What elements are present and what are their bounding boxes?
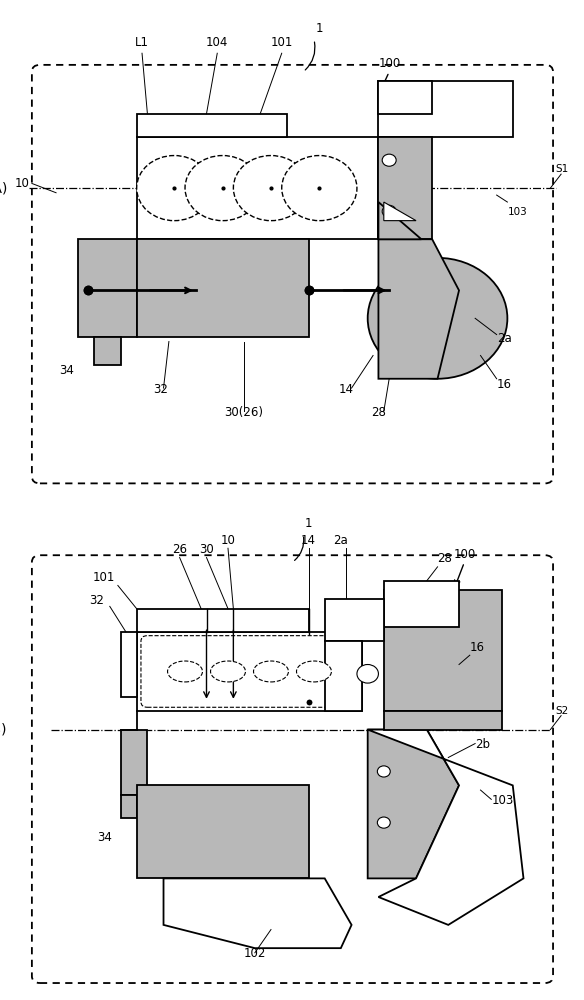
Ellipse shape — [253, 661, 288, 682]
Text: S2: S2 — [556, 706, 569, 716]
Bar — [137, 239, 308, 337]
Text: 10: 10 — [15, 177, 29, 190]
Polygon shape — [368, 730, 523, 925]
Bar — [137, 114, 287, 137]
Text: 100: 100 — [454, 548, 476, 561]
Circle shape — [382, 154, 396, 166]
Circle shape — [382, 205, 396, 217]
Ellipse shape — [168, 661, 203, 682]
Text: 28: 28 — [371, 406, 386, 419]
Text: 2a: 2a — [496, 332, 512, 345]
Text: 2a: 2a — [333, 534, 348, 547]
Bar — [325, 599, 384, 641]
Circle shape — [234, 156, 308, 221]
Text: (A): (A) — [0, 181, 8, 195]
Text: 34: 34 — [97, 831, 112, 844]
Bar — [384, 581, 459, 627]
Text: 26: 26 — [172, 543, 187, 556]
Bar — [325, 641, 362, 711]
Text: 14: 14 — [339, 383, 354, 396]
Bar — [384, 590, 502, 711]
Text: 102: 102 — [244, 947, 266, 960]
Text: 16: 16 — [470, 641, 485, 654]
Polygon shape — [384, 202, 416, 221]
Bar — [93, 337, 120, 365]
Polygon shape — [384, 711, 502, 730]
Text: 10: 10 — [221, 534, 235, 547]
Circle shape — [185, 156, 260, 221]
Text: L1: L1 — [135, 36, 149, 49]
Polygon shape — [164, 878, 352, 948]
Text: (B): (B) — [0, 723, 8, 737]
Circle shape — [137, 156, 212, 221]
Text: 16: 16 — [496, 378, 512, 391]
Bar — [137, 632, 362, 711]
Text: 103: 103 — [507, 207, 527, 217]
Circle shape — [377, 766, 390, 777]
Ellipse shape — [210, 661, 245, 682]
Text: 1: 1 — [315, 22, 323, 35]
Text: 101: 101 — [93, 571, 115, 584]
Text: 103: 103 — [491, 794, 513, 807]
Circle shape — [368, 258, 507, 379]
Polygon shape — [378, 202, 422, 239]
Bar — [120, 730, 147, 795]
Text: 34: 34 — [60, 364, 74, 377]
Circle shape — [281, 156, 357, 221]
Text: 1: 1 — [305, 517, 312, 530]
Text: 100: 100 — [378, 57, 401, 70]
Bar — [137, 785, 308, 878]
Text: 28: 28 — [437, 552, 453, 565]
Text: 30(26): 30(26) — [225, 406, 263, 419]
Text: 2b: 2b — [475, 738, 490, 751]
Bar — [120, 632, 137, 697]
Polygon shape — [368, 730, 459, 878]
Text: 32: 32 — [153, 383, 168, 396]
Ellipse shape — [297, 661, 331, 682]
Bar — [137, 137, 378, 239]
Circle shape — [377, 817, 390, 828]
Bar — [137, 609, 308, 632]
Text: S1: S1 — [556, 164, 569, 174]
Bar — [378, 81, 513, 137]
Bar — [78, 239, 137, 337]
FancyBboxPatch shape — [141, 636, 358, 707]
Text: 30: 30 — [199, 543, 214, 556]
Circle shape — [357, 664, 378, 683]
Bar — [378, 81, 432, 114]
Polygon shape — [378, 137, 432, 239]
Bar — [120, 795, 137, 818]
Polygon shape — [378, 239, 459, 379]
Text: 104: 104 — [206, 36, 228, 49]
Text: 101: 101 — [270, 36, 293, 49]
Text: 32: 32 — [89, 594, 105, 607]
Text: 14: 14 — [301, 534, 316, 547]
